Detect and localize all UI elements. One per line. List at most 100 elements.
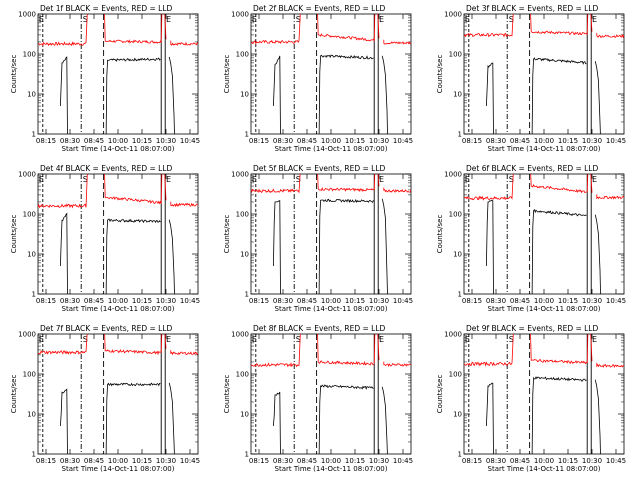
y-tick-label: 1000 xyxy=(18,331,36,339)
marker-label-s: S xyxy=(83,335,88,344)
x-tick-label: 08:30 xyxy=(486,297,506,305)
x-tick-label: 10:15 xyxy=(558,457,578,465)
events-series-line xyxy=(60,56,68,134)
lld-series-line xyxy=(586,14,589,34)
events-series-line xyxy=(381,55,388,134)
events-series-line xyxy=(168,219,175,294)
panel-title: Det 5f BLACK = Events, RED = LLD xyxy=(253,164,386,173)
x-tick-label: 10:15 xyxy=(132,297,152,305)
marker-label-e: E xyxy=(166,335,171,344)
x-tick-label: 08:15 xyxy=(36,457,56,465)
events-series-line xyxy=(273,200,281,294)
lld-series-line xyxy=(596,32,624,39)
x-tick-label: 08:45 xyxy=(510,457,530,465)
x-axis-label: Start Time (14-Oct-11 08:07:00) xyxy=(275,145,388,153)
marker-label-e: E xyxy=(465,175,470,184)
x-tick-label: 10:15 xyxy=(558,297,578,305)
y-tick-label: 1000 xyxy=(18,11,36,19)
x-tick-label: 08:30 xyxy=(273,457,293,465)
lld-series-line xyxy=(251,14,301,45)
x-tick-label: 10:45 xyxy=(393,137,413,145)
x-tick-label: 10:00 xyxy=(321,457,341,465)
marker-label-e: E xyxy=(39,15,44,24)
y-tick-label: 100 xyxy=(449,51,462,59)
x-tick-label: 10:00 xyxy=(108,457,128,465)
events-series-line xyxy=(381,198,388,294)
x-tick-label: 08:15 xyxy=(462,137,482,145)
y-tick-label: 1 xyxy=(245,291,249,299)
lld-series-line xyxy=(377,174,380,187)
y-tick-label: 10 xyxy=(240,251,249,259)
marker-label-e: E xyxy=(252,175,257,184)
x-tick-label: 10:30 xyxy=(369,137,389,145)
marker-label-e: E xyxy=(379,15,384,24)
x-axis-label: Start Time (14-Oct-11 08:07:00) xyxy=(62,465,175,473)
x-tick-label: 08:30 xyxy=(273,297,293,305)
y-tick-label: 10 xyxy=(453,411,462,419)
x-tick-label: 08:45 xyxy=(84,137,104,145)
y-tick-label: 10 xyxy=(240,91,249,99)
y-tick-label: 100 xyxy=(236,51,249,59)
events-series-line xyxy=(486,199,494,294)
lld-series-line xyxy=(164,334,167,349)
x-tick-label: 10:45 xyxy=(393,457,413,465)
x-tick-label: 08:15 xyxy=(462,457,482,465)
events-series-line xyxy=(168,56,175,134)
y-tick-label: 1000 xyxy=(231,11,249,19)
x-tick-label: 10:30 xyxy=(582,457,602,465)
detector-panel-5: Det 5f BLACK = Events, RED = LLD 1 10 100 10… xyxy=(223,164,413,313)
lld-series-line xyxy=(251,334,301,368)
events-series-line xyxy=(594,379,601,454)
events-series-line xyxy=(381,386,388,454)
marker-label-e: E xyxy=(166,175,171,184)
events-series-line xyxy=(318,198,374,294)
detector-panel-2: Det 2f BLACK = Events, RED = LLD 1 10 100 10… xyxy=(223,4,413,153)
x-tick-label: 08:30 xyxy=(60,137,80,145)
lld-series-line xyxy=(383,187,411,193)
y-tick-label: 10 xyxy=(453,251,462,259)
x-tick-label: 08:15 xyxy=(36,297,56,305)
marker-label-s: S xyxy=(509,15,514,24)
lld-series-line xyxy=(164,14,167,40)
marker-label-s: S xyxy=(509,175,514,184)
panel-title: Det 6f BLACK = Events, RED = LLD xyxy=(466,164,599,173)
y-tick-label: 100 xyxy=(23,211,36,219)
lld-series-line xyxy=(373,14,376,41)
y-tick-label: 1 xyxy=(32,291,36,299)
lld-series-line xyxy=(590,334,593,362)
lld-series-line xyxy=(38,334,88,355)
marker-label-s: S xyxy=(83,175,88,184)
y-axis-label: Counts/sec xyxy=(436,55,444,94)
events-series-line xyxy=(60,212,68,294)
y-tick-label: 10 xyxy=(240,411,249,419)
lld-series-line xyxy=(160,174,163,203)
x-axis-label: Start Time (14-Oct-11 08:07:00) xyxy=(62,145,175,153)
lld-series-line xyxy=(530,14,588,36)
lld-series-line xyxy=(170,201,198,208)
panel-title: Det 2f BLACK = Events, RED = LLD xyxy=(253,4,386,13)
y-tick-label: 1 xyxy=(32,131,36,139)
events-series-line xyxy=(60,388,68,454)
x-tick-label: 10:15 xyxy=(558,137,578,145)
x-tick-label: 08:45 xyxy=(84,457,104,465)
marker-label-e: E xyxy=(379,335,384,344)
lld-series-line xyxy=(383,361,411,368)
x-tick-label: 08:15 xyxy=(249,137,269,145)
lld-series-line xyxy=(317,334,375,366)
lld-series-line xyxy=(377,334,380,361)
lld-series-line xyxy=(38,174,88,209)
lld-series-line xyxy=(590,14,593,32)
x-tick-label: 08:15 xyxy=(462,297,482,305)
y-tick-label: 1 xyxy=(458,451,462,459)
lld-series-line xyxy=(590,174,593,193)
y-tick-label: 100 xyxy=(23,371,36,379)
panel-title: Det 3f BLACK = Events, RED = LLD xyxy=(466,4,599,13)
y-tick-label: 1000 xyxy=(444,171,462,179)
lld-series-line xyxy=(464,334,514,367)
events-series-line xyxy=(486,62,494,134)
x-tick-label: 10:15 xyxy=(132,137,152,145)
events-series-line xyxy=(273,55,281,134)
lld-series-line xyxy=(596,194,624,200)
x-tick-label: 10:00 xyxy=(108,297,128,305)
